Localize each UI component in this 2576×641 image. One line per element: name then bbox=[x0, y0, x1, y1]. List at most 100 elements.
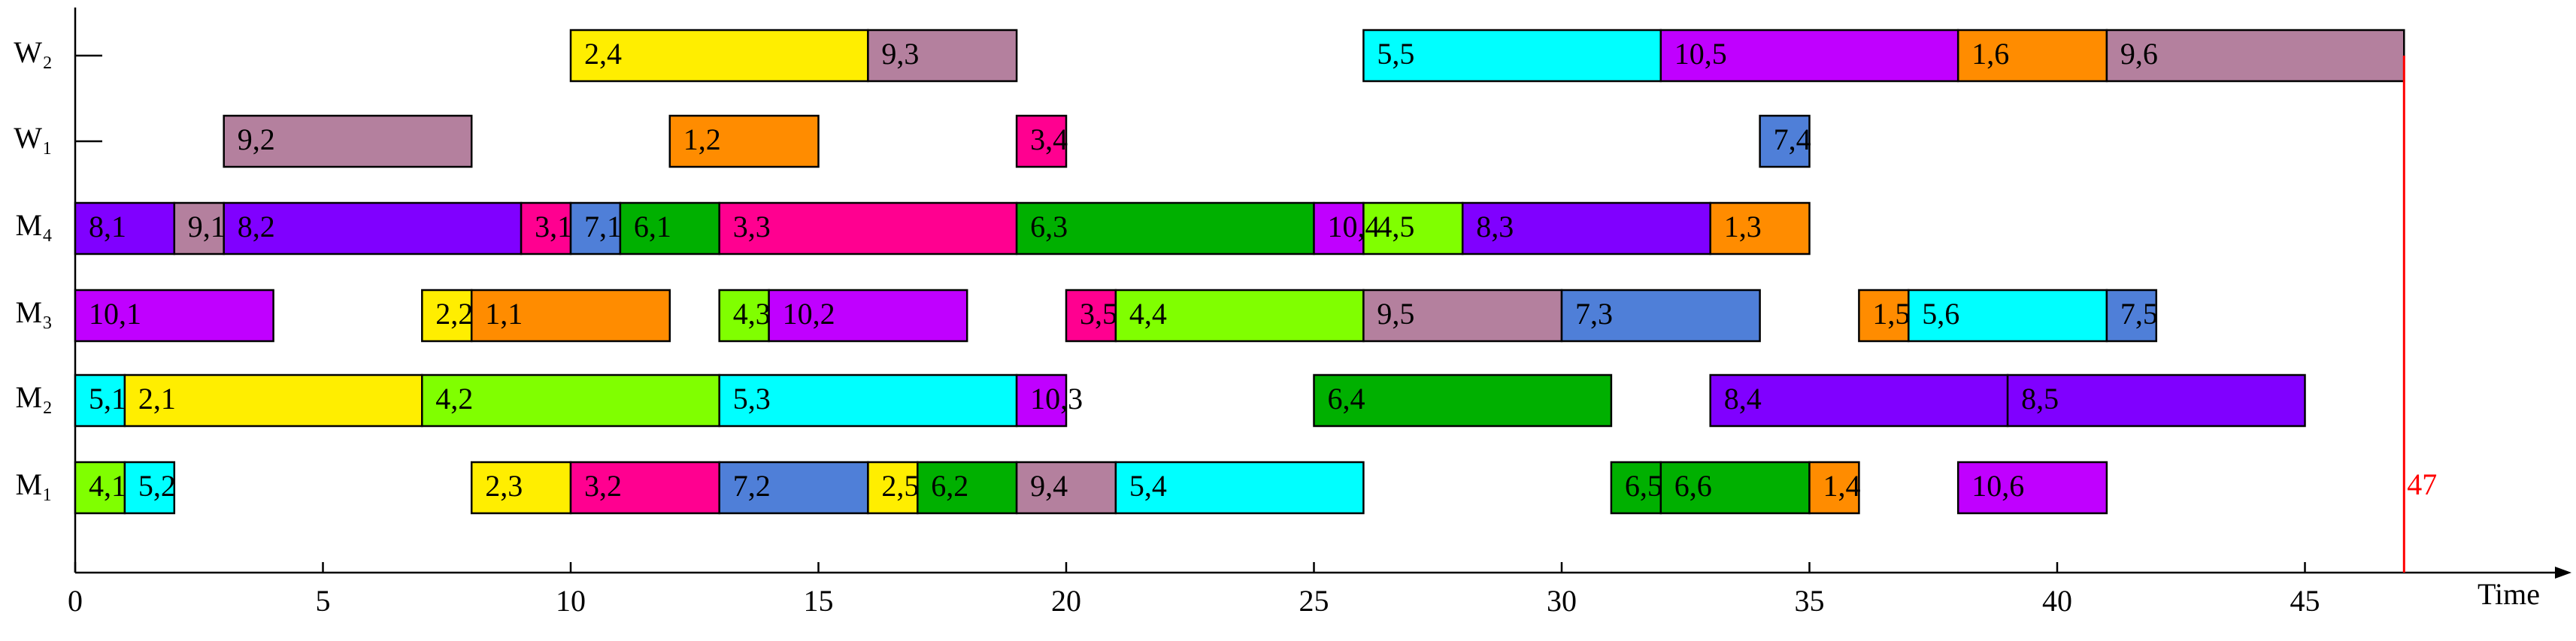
task-bar bbox=[619, 201, 720, 255]
x-tick-label: 10 bbox=[556, 584, 586, 618]
task-label: 6,6 bbox=[1674, 469, 1712, 503]
task-label: 4,1 bbox=[89, 469, 126, 503]
task-label: 2,2 bbox=[435, 297, 473, 331]
x-tick-label: 0 bbox=[68, 584, 83, 618]
makespan-label: 47 bbox=[2407, 467, 2437, 501]
task-label: 3,1 bbox=[535, 210, 572, 243]
x-axis-label: Time bbox=[2478, 577, 2540, 611]
row-label: M₃ bbox=[15, 295, 53, 329]
task-label: 4,5 bbox=[1377, 210, 1414, 243]
task-bar bbox=[1858, 289, 1910, 343]
task-bar bbox=[2105, 29, 2405, 83]
task-bar bbox=[1015, 114, 1068, 168]
task-bar bbox=[1908, 289, 2108, 343]
task-bar bbox=[223, 201, 523, 255]
task-label: 1,2 bbox=[683, 122, 721, 156]
task-label: 2,1 bbox=[138, 382, 176, 416]
task-label: 8,4 bbox=[1724, 382, 1762, 416]
task-label: 1,4 bbox=[1823, 469, 1861, 503]
task-label: 6,5 bbox=[1625, 469, 1662, 503]
task-label: 2,5 bbox=[881, 469, 919, 503]
task-bar bbox=[1114, 289, 1365, 343]
task-label: 2,4 bbox=[584, 37, 622, 71]
task-bar bbox=[74, 373, 126, 428]
task-bar bbox=[1560, 289, 1761, 343]
task-label: 8,2 bbox=[238, 210, 275, 243]
task-bar bbox=[1015, 373, 1068, 428]
x-tick-label: 5 bbox=[316, 584, 331, 618]
task-bar bbox=[173, 201, 225, 255]
task-bar bbox=[1659, 29, 1959, 83]
task-bar bbox=[1956, 461, 2108, 515]
task-label: 9,6 bbox=[2120, 37, 2158, 71]
task-label: 1,3 bbox=[1724, 210, 1762, 243]
task-label: 7,5 bbox=[2120, 297, 2158, 331]
x-tick-label: 15 bbox=[804, 584, 834, 618]
task-label: 9,4 bbox=[1030, 469, 1068, 503]
task-label: 4,2 bbox=[435, 382, 473, 416]
row-label: M₄ bbox=[15, 208, 53, 242]
task-label: 5,3 bbox=[733, 382, 771, 416]
task-label: 3,3 bbox=[733, 210, 771, 243]
task-label: 9,5 bbox=[1377, 297, 1414, 331]
task-label: 5,6 bbox=[1922, 297, 1959, 331]
task-label: 6,3 bbox=[1030, 210, 1068, 243]
task-bar bbox=[718, 461, 869, 515]
task-label: 2,3 bbox=[485, 469, 523, 503]
task-label: 3,4 bbox=[1030, 122, 1068, 156]
task-label: 6,2 bbox=[931, 469, 968, 503]
task-label: 5,2 bbox=[138, 469, 176, 503]
task-bar bbox=[1808, 461, 1860, 515]
task-bar bbox=[718, 201, 1018, 255]
task-label: 6,1 bbox=[634, 210, 671, 243]
row-label: M₂ bbox=[15, 380, 53, 414]
task-label: 3,2 bbox=[584, 469, 622, 503]
task-label: 7,2 bbox=[733, 469, 771, 503]
task-label: 5,1 bbox=[89, 382, 126, 416]
task-bar bbox=[668, 114, 820, 168]
task-label: 9,2 bbox=[238, 122, 275, 156]
task-label: 9,1 bbox=[188, 210, 226, 243]
row-label: M₁ bbox=[15, 467, 53, 501]
task-label: 4,3 bbox=[733, 297, 771, 331]
task-label: 10,5 bbox=[1674, 37, 1727, 71]
task-bar bbox=[1362, 201, 1464, 255]
task-label: 10,1 bbox=[89, 297, 141, 331]
task-label: 1,6 bbox=[1971, 37, 2009, 71]
task-bar bbox=[1313, 373, 1613, 428]
task-bar bbox=[768, 289, 968, 343]
task-label: 3,5 bbox=[1080, 297, 1117, 331]
task-bar bbox=[1759, 114, 1811, 168]
task-bar bbox=[2006, 373, 2306, 428]
row-label: W₂ bbox=[14, 35, 53, 69]
task-label: 4,4 bbox=[1129, 297, 1167, 331]
task-label: 1,1 bbox=[485, 297, 523, 331]
x-tick-label: 20 bbox=[1051, 584, 1081, 618]
task-bar bbox=[1610, 461, 1662, 515]
task-bar bbox=[1709, 373, 2009, 428]
task-bar bbox=[123, 373, 423, 428]
task-label: 5,5 bbox=[1377, 37, 1414, 71]
task-bar bbox=[74, 289, 274, 343]
task-label: 9,3 bbox=[881, 37, 919, 71]
task-label: 1,5 bbox=[1872, 297, 1910, 331]
task-bar bbox=[569, 201, 622, 255]
task-label: 8,1 bbox=[89, 210, 126, 243]
task-bar bbox=[917, 461, 1018, 515]
task-label: 10,4 bbox=[1328, 210, 1380, 243]
task-bar bbox=[1015, 201, 1315, 255]
x-tick-label: 35 bbox=[1795, 584, 1825, 618]
task-label: 10,3 bbox=[1030, 382, 1083, 416]
task-label: 7,1 bbox=[584, 210, 622, 243]
task-label: 8,5 bbox=[2021, 382, 2059, 416]
task-label: 5,4 bbox=[1129, 469, 1167, 503]
task-label: 8,3 bbox=[1476, 210, 1514, 243]
task-bar bbox=[470, 289, 671, 343]
x-tick-label: 25 bbox=[1299, 584, 1329, 618]
x-tick-label: 40 bbox=[2042, 584, 2072, 618]
task-bar bbox=[1313, 201, 1365, 255]
task-label: 7,4 bbox=[1774, 122, 1811, 156]
task-bar bbox=[1461, 201, 1711, 255]
